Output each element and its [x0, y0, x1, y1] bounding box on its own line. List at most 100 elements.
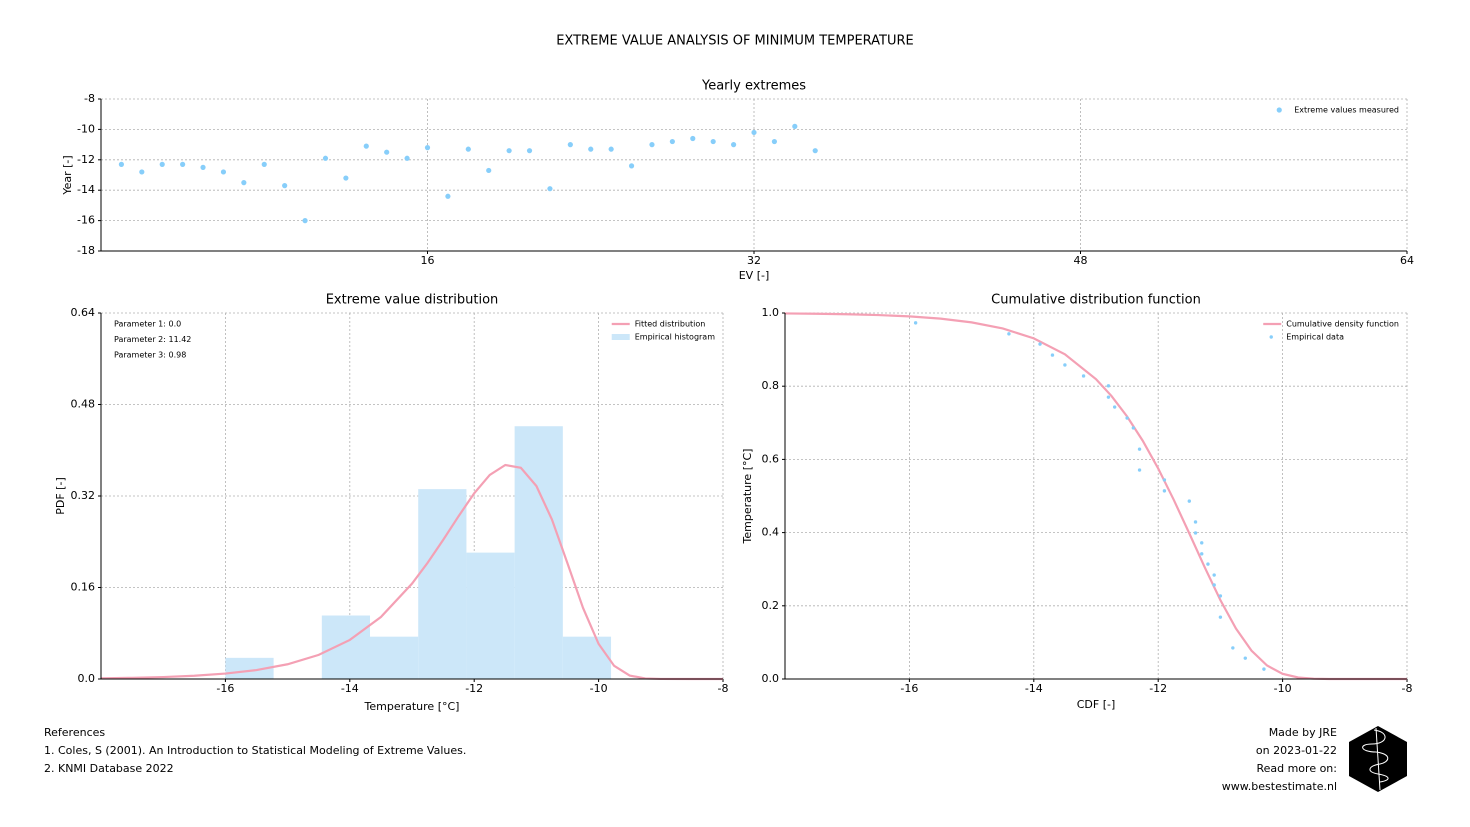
point — [526, 148, 533, 154]
x-axis-label: CDF [-] — [1077, 698, 1116, 711]
point — [1007, 332, 1011, 336]
point — [1262, 667, 1266, 671]
point — [1200, 552, 1204, 556]
x-tick-label: -14 — [1025, 682, 1043, 695]
histogram-bar — [225, 657, 274, 679]
x-tick-label: 16 — [421, 254, 435, 267]
y-tick-label: 0.16 — [71, 581, 96, 594]
point — [118, 161, 125, 167]
point — [465, 146, 471, 152]
x-tick-label: 64 — [1400, 254, 1414, 267]
annotation: Parameter 3: 0.98 — [114, 351, 186, 360]
point — [1218, 615, 1223, 619]
x-tick-label: -10 — [1274, 682, 1292, 695]
y-tick-label: 0.48 — [71, 398, 96, 411]
histogram-bar — [466, 552, 515, 679]
point — [159, 161, 165, 167]
x-axis-label: EV [-] — [739, 269, 770, 282]
histogram-bar — [321, 615, 371, 679]
point — [1106, 384, 1111, 388]
x-tick-label: -8 — [718, 682, 729, 695]
point — [220, 169, 227, 175]
x-tick-label: -10 — [590, 682, 608, 695]
legend-label: Empirical histogram — [635, 333, 715, 342]
chart-title: Yearly extremes — [701, 79, 806, 94]
y-tick-label: 1.0 — [762, 306, 780, 319]
y-tick-label: 0.2 — [762, 599, 780, 612]
point — [608, 146, 614, 152]
point — [1137, 468, 1142, 472]
legend-label: Fitted distribution — [635, 320, 706, 329]
y-tick-label: 0.0 — [78, 672, 96, 685]
point — [1231, 646, 1235, 650]
point — [1200, 541, 1204, 545]
x-tick-label: -14 — [341, 682, 359, 695]
point — [690, 135, 696, 142]
point — [1112, 405, 1117, 409]
point — [404, 155, 410, 161]
point — [771, 138, 778, 145]
point — [649, 142, 655, 148]
legend-marker — [1269, 335, 1273, 339]
point — [1162, 489, 1167, 493]
legend-label: Empirical data — [1286, 333, 1344, 342]
point — [241, 180, 247, 186]
reference: 2. KNMI Database 2022 — [44, 762, 174, 775]
point — [384, 149, 390, 155]
point — [1081, 374, 1086, 378]
point — [730, 142, 737, 148]
y-tick-label: -14 — [77, 183, 95, 196]
x-tick-label: 48 — [1074, 254, 1088, 267]
point — [1193, 531, 1198, 535]
point — [282, 183, 288, 189]
y-tick-label: -18 — [77, 244, 95, 257]
point — [1187, 499, 1192, 503]
histogram-bar — [562, 636, 612, 679]
legend-label: Cumulative density function — [1286, 320, 1399, 329]
point — [261, 161, 267, 167]
point — [812, 148, 818, 154]
y-tick-label: -10 — [77, 122, 95, 135]
x-tick-label: -16 — [216, 682, 234, 695]
y-tick-label: 0.32 — [71, 489, 96, 502]
y-tick-label: -8 — [84, 92, 95, 105]
line — [784, 312, 1407, 681]
y-tick-label: 0.6 — [762, 452, 780, 465]
y-tick-label: 0.64 — [71, 306, 96, 319]
chart-title: Cumulative distribution function — [991, 293, 1201, 308]
credit: Read more on: — [1256, 762, 1337, 775]
y-axis-label: Year [-] — [61, 155, 74, 195]
histogram-bar — [370, 636, 419, 679]
y-tick-label: 0.8 — [762, 379, 780, 392]
point — [139, 169, 145, 175]
point — [669, 138, 675, 145]
point — [792, 123, 798, 129]
point — [913, 321, 918, 325]
point — [1137, 447, 1142, 451]
point — [445, 193, 451, 199]
histogram-bar — [514, 426, 563, 679]
x-tick-label: -12 — [465, 682, 483, 695]
y-tick-label: 0.4 — [762, 526, 780, 539]
x-tick-label: -16 — [900, 682, 918, 695]
point — [1063, 363, 1067, 367]
point — [1218, 594, 1223, 598]
y-tick-label: -12 — [77, 153, 95, 166]
point — [322, 155, 329, 161]
point — [506, 148, 512, 154]
point — [1106, 395, 1111, 399]
y-axis-label: PDF [-] — [54, 477, 67, 514]
x-tick-label: -8 — [1402, 682, 1413, 695]
x-tick-label: 32 — [747, 254, 761, 267]
annotation: Parameter 2: 11.42 — [114, 335, 191, 344]
legend-marker — [1276, 107, 1282, 113]
point — [1050, 353, 1055, 357]
point — [486, 167, 492, 174]
logo — [1349, 726, 1407, 792]
point — [1125, 416, 1129, 420]
point — [710, 138, 716, 145]
point — [1206, 562, 1210, 566]
point — [1162, 478, 1167, 482]
point — [343, 175, 349, 181]
